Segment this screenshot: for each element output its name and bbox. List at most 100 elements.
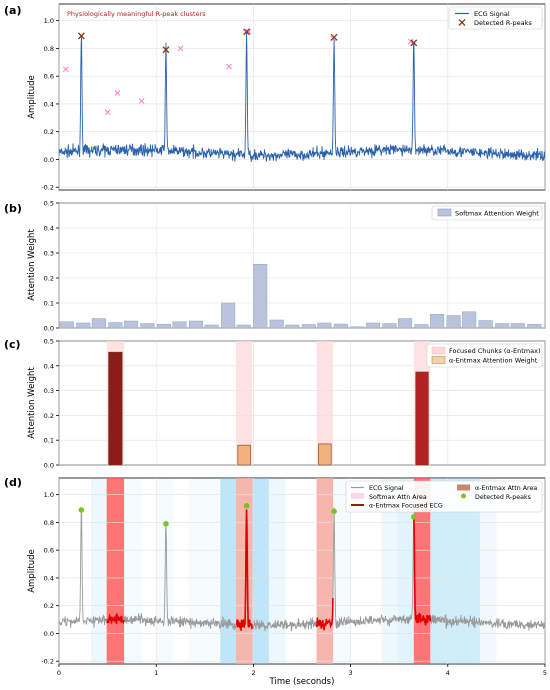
legend-d-ecg-label: ECG Signal	[369, 485, 404, 492]
panel-label-c: (c)	[4, 338, 21, 351]
softmax-area	[91, 478, 107, 664]
cluster-mark-stroke	[62, 66, 69, 73]
softmax-area	[156, 478, 173, 664]
panel-a-ylabel: Amplitude	[27, 75, 37, 119]
entmax-area	[316, 478, 334, 664]
focused-chunk	[235, 341, 253, 465]
legend-a-peak-marker	[458, 19, 466, 26]
panel-c-legend: Focused Chunks (α-Entmax) α-Entmax Atten…	[426, 343, 543, 368]
y-tick-label: 0.5	[44, 200, 54, 208]
y-tick-label: 0.4	[44, 225, 54, 233]
y-tick-label: 0.3	[44, 250, 54, 258]
cluster-mark	[226, 63, 232, 70]
detected-r-peak	[243, 502, 250, 509]
y-tick-label: -0.2	[41, 658, 54, 666]
focused-ecg-segment	[235, 509, 253, 631]
y-tick-label: 0.2	[44, 275, 54, 283]
cluster-mark-stroke	[138, 98, 145, 105]
x-tick-label: 4	[446, 669, 450, 677]
focused-ecg-segment	[315, 597, 334, 631]
r-peak-marker	[162, 46, 170, 54]
panel-a-peak-markers	[77, 28, 418, 54]
softmax-bar	[108, 322, 123, 329]
softmax-area	[124, 478, 142, 664]
y-tick-label: 0.2	[44, 412, 54, 420]
y-tick-label: 0.0	[44, 325, 54, 333]
panel-a-frame	[58, 3, 546, 191]
cluster-mark	[138, 98, 145, 105]
legend-b-softmax-label: Softmax Attention Weight	[455, 210, 539, 218]
legend-d-softmax-label: Softmax Attn Area	[369, 494, 427, 501]
panel-c-ylabel: Attention Weight	[27, 367, 37, 439]
entmax-bar	[318, 443, 332, 466]
softmax-bar	[236, 324, 251, 329]
panel-c-y-ticks: 0.0 0.1 0.2 0.3 0.4 0.5	[44, 338, 59, 470]
softmax-bar	[188, 320, 204, 329]
softmax-bar	[397, 318, 413, 329]
softmax-area	[268, 478, 286, 664]
x-tick-label: 0	[57, 669, 61, 677]
r-peak-marker-stroke	[243, 28, 251, 36]
x-tick-label: 2	[251, 669, 255, 677]
y-tick-label: 0.5	[44, 338, 54, 346]
r-peak-marker	[330, 33, 338, 41]
panel-label-b: (b)	[4, 202, 22, 215]
r-peak-marker-stroke	[77, 32, 85, 40]
cluster-mark	[62, 66, 69, 73]
softmax-bar	[446, 315, 461, 329]
y-tick-label: 0.4	[44, 100, 54, 108]
r-peak-marker-stroke	[330, 33, 338, 41]
softmax-bar	[59, 321, 74, 329]
panel-d-ylabel: Amplitude	[27, 549, 37, 593]
panel-d-y-ticks: -0.2 0.0 0.2 0.4 0.6 0.8 1.0	[41, 491, 59, 666]
r-peak-marker	[410, 39, 418, 47]
softmax-area	[220, 478, 236, 664]
softmax-bar	[204, 324, 219, 329]
legend-c-entmax-label: α-Entmax Attention Weight	[449, 357, 538, 365]
softmax-bar	[462, 311, 477, 329]
cluster-mark	[114, 89, 121, 96]
panel-a-annotation: Physiologically meaningful R-peak cluste…	[67, 10, 206, 18]
legend-d-peak-label: Detected R-peaks	[475, 494, 531, 501]
cluster-mark	[104, 109, 111, 116]
entmax-area	[106, 478, 125, 664]
y-tick-label: 0.6	[44, 73, 54, 81]
y-tick-label: 1.0	[44, 491, 54, 499]
r-peak-marker	[77, 32, 85, 40]
y-tick-label: 0.2	[44, 602, 54, 610]
panel-d-peak-markers	[78, 502, 417, 527]
panel-a-ecg-line	[59, 32, 545, 163]
detected-r-peak	[410, 514, 417, 520]
y-tick-label: 0.2	[44, 128, 54, 136]
r-peak-marker	[243, 28, 251, 36]
detected-r-peak	[331, 508, 337, 515]
softmax-bar	[140, 323, 155, 329]
detected-r-peak	[78, 507, 85, 513]
softmax-bar	[430, 314, 445, 329]
focused-ecg-segment	[413, 517, 432, 626]
cluster-mark-stroke	[408, 38, 414, 45]
softmax-area	[333, 478, 351, 664]
softmax-bar	[91, 318, 106, 329]
softmax-bar	[172, 321, 187, 329]
legend-d-focused-label: α-Entmax Focused ECG	[369, 503, 443, 510]
y-tick-label: 0.4	[44, 574, 54, 582]
x-tick-label: 5	[543, 669, 547, 677]
softmax-bar	[478, 320, 493, 329]
panel-label-d: (d)	[4, 476, 22, 489]
panel-a-legend: ECG Signal Detected R-peaks	[448, 6, 543, 30]
entmax-bar	[108, 351, 123, 466]
softmax-bar	[382, 323, 397, 329]
y-tick-label: 1.0	[44, 17, 54, 25]
entmax-bar	[237, 444, 251, 466]
panel-d-legend: ECG Signal Softmax Attn Area α-Entmax Fo…	[345, 480, 543, 513]
x-tick-label: 3	[349, 669, 353, 677]
r-peak-marker-stroke	[162, 46, 170, 54]
legend-c-chunks-label: Focused Chunks (α-Entmax)	[449, 347, 541, 355]
softmax-bar	[495, 323, 510, 329]
y-tick-label: 0.0	[44, 462, 54, 470]
softmax-bar	[301, 324, 316, 329]
y-tick-label: -0.2	[41, 184, 54, 192]
panel-c: 0.0 0.1 0.2 0.3 0.4 0.5 Attention Weight Focu…	[27, 338, 546, 470]
panel-b-legend: Softmax Attention Weight	[431, 205, 543, 221]
